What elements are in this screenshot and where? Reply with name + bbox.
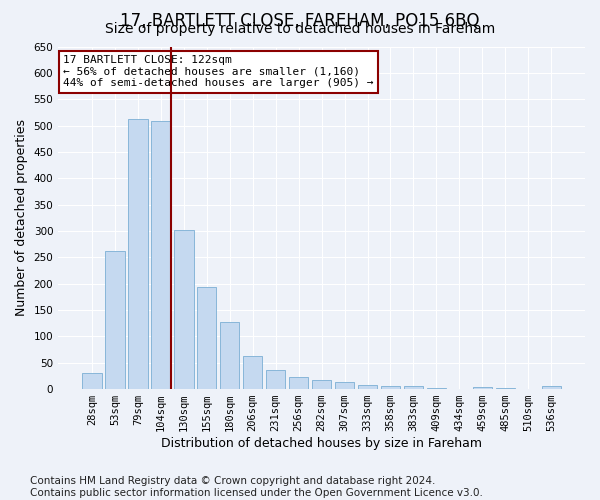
Text: 17 BARTLETT CLOSE: 122sqm
← 56% of detached houses are smaller (1,160)
44% of se: 17 BARTLETT CLOSE: 122sqm ← 56% of detac…: [64, 55, 374, 88]
Bar: [174, 230, 194, 389]
Bar: [197, 288, 217, 389]
Bar: [381, 386, 400, 389]
Bar: [496, 388, 515, 389]
Bar: [266, 370, 286, 389]
Y-axis label: Number of detached properties: Number of detached properties: [15, 120, 28, 316]
Bar: [243, 356, 262, 389]
Text: Contains HM Land Registry data © Crown copyright and database right 2024.
Contai: Contains HM Land Registry data © Crown c…: [30, 476, 483, 498]
Bar: [473, 387, 492, 389]
Text: Size of property relative to detached houses in Fareham: Size of property relative to detached ho…: [105, 22, 495, 36]
Bar: [220, 322, 239, 389]
Bar: [427, 388, 446, 389]
Bar: [335, 382, 355, 389]
Bar: [312, 380, 331, 389]
Bar: [289, 378, 308, 389]
Bar: [128, 119, 148, 389]
Bar: [105, 251, 125, 389]
X-axis label: Distribution of detached houses by size in Fareham: Distribution of detached houses by size …: [161, 437, 482, 450]
Text: 17, BARTLETT CLOSE, FAREHAM, PO15 6BQ: 17, BARTLETT CLOSE, FAREHAM, PO15 6BQ: [120, 12, 480, 30]
Bar: [82, 374, 101, 389]
Bar: [358, 385, 377, 389]
Bar: [542, 386, 561, 389]
Bar: [404, 386, 423, 389]
Bar: [151, 121, 170, 389]
